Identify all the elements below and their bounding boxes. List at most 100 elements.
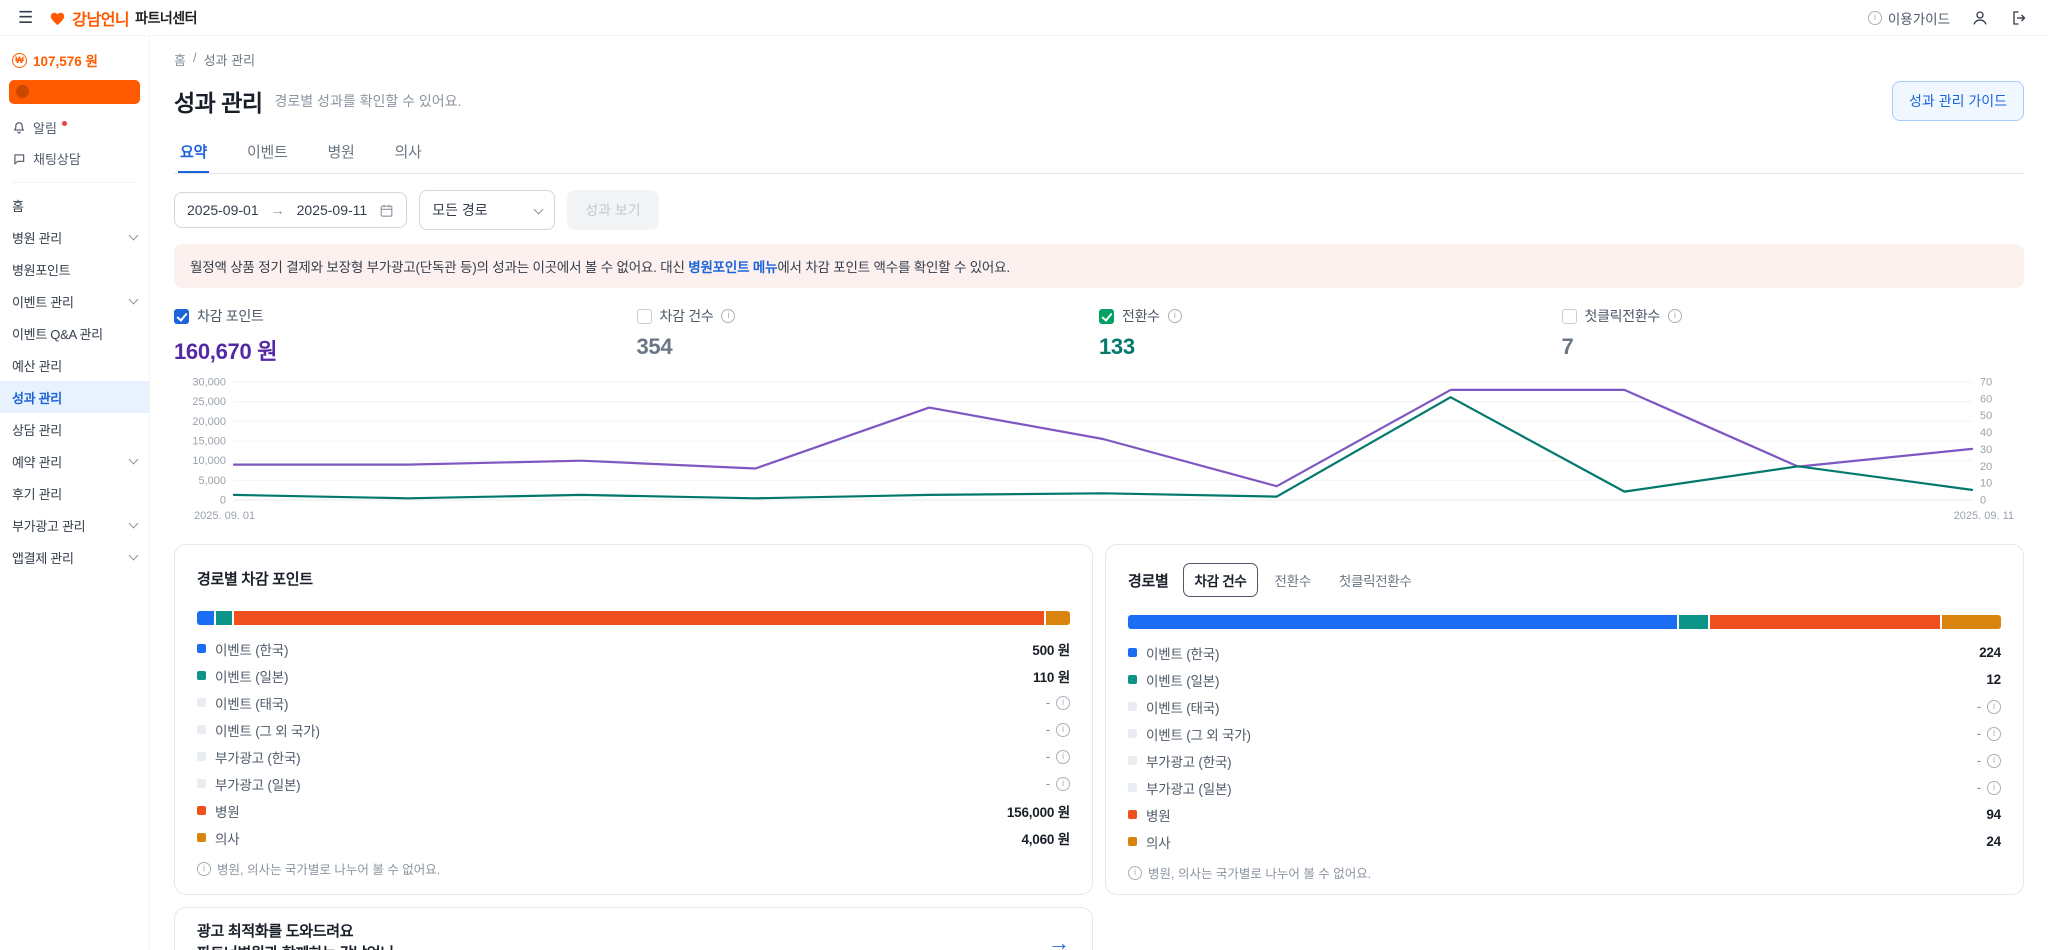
- performance-guide-button[interactable]: 성과 관리 가이드: [1892, 81, 2024, 121]
- info-icon[interactable]: [1167, 309, 1182, 323]
- chevron-down-icon: [128, 454, 139, 465]
- legend-value: 110 원: [1033, 666, 1070, 686]
- legend-marker: [197, 779, 206, 788]
- legend-value-text: -: [1045, 722, 1051, 737]
- info-icon: [1128, 865, 1142, 880]
- logout-icon[interactable]: [2010, 8, 2030, 28]
- usage-guide-label: 이용가이드: [1887, 11, 1950, 27]
- metric-label: 전환수: [1122, 308, 1160, 324]
- metric-toggle-group: 차감 건수 전환수 첫클릭전환수: [1182, 563, 1424, 597]
- info-icon[interactable]: [1987, 753, 2001, 768]
- legend-value: 224: [1979, 645, 2001, 660]
- svg-text:20: 20: [1980, 461, 1992, 473]
- legend-value: -: [1977, 753, 2001, 768]
- hospital-points-menu-link[interactable]: 병원포인트 메뉴: [688, 260, 778, 275]
- svg-text:10,000: 10,000: [192, 455, 226, 467]
- metric-value: 133: [1099, 334, 1135, 359]
- sidebar-promo-banner[interactable]: [9, 80, 140, 104]
- legend-value-text: -: [1045, 749, 1051, 764]
- legend-row-event-th: 이벤트 (태국) -: [1128, 693, 2001, 720]
- sidebar-item-alerts[interactable]: 알림: [0, 112, 149, 143]
- tab-event[interactable]: 이벤트: [245, 141, 290, 173]
- legend-value: -: [1977, 780, 2001, 795]
- sidebar-item-event-management[interactable]: 이벤트 관리: [0, 285, 149, 317]
- logo[interactable]: 강남언니 파트너센터: [49, 6, 198, 30]
- info-icon[interactable]: [1056, 722, 1070, 737]
- profile-icon[interactable]: [1970, 8, 1990, 28]
- sidebar-item-reservation-management[interactable]: 예약 관리: [0, 445, 149, 477]
- path-select[interactable]: 모든 경로: [419, 190, 556, 230]
- path-cards: 경로별 차감 포인트 이벤트 (한국) 500 원 이벤트 (일본) 110 원 이벤트 …: [174, 544, 2024, 895]
- card-footer: 병원, 의사는 국가별로 나누어 볼 수 없어요.: [197, 859, 1070, 878]
- sidebar-item-hospital-points[interactable]: 병원포인트: [0, 253, 149, 285]
- topbar: ☰ 강남언니 파트너센터 이용가이드: [0, 0, 2048, 36]
- sidebar-item-event-qna[interactable]: 이벤트 Q&A 관리: [0, 317, 149, 349]
- info-icon[interactable]: [1987, 726, 2001, 741]
- sidebar-item-label: 이벤트 Q&A 관리: [12, 326, 103, 342]
- info-icon[interactable]: [1987, 780, 2001, 795]
- svg-text:70: 70: [1980, 377, 1992, 389]
- legend-row-extra-ad-kr: 부가광고 (한국) -: [1128, 747, 2001, 774]
- notice-text-after: 에서 차감 포인트 액수를 확인할 수 있어요.: [777, 260, 1010, 275]
- tab-hospital[interactable]: 병원: [326, 141, 357, 173]
- path-select-value: 모든 경로: [432, 202, 488, 218]
- legend-label: 이벤트 (태국): [215, 696, 289, 712]
- svg-text:5,000: 5,000: [198, 475, 226, 487]
- tab-summary[interactable]: 요약: [178, 141, 209, 173]
- sidebar-item-extra-ad-management[interactable]: 부가광고 관리: [0, 509, 149, 541]
- legend-value-text: -: [1045, 695, 1051, 710]
- info-icon[interactable]: [1987, 699, 2001, 714]
- metric-label: 차감 포인트: [197, 308, 264, 324]
- card-footer-note: 병원, 의사는 국가별로 나누어 볼 수 없어요.: [217, 863, 441, 877]
- info-icon[interactable]: [1056, 695, 1070, 710]
- sidebar-item-chat[interactable]: 채팅상담: [0, 143, 149, 174]
- sidebar-item-performance-management[interactable]: 성과 관리: [0, 381, 149, 413]
- legend-value-text: -: [1976, 726, 1982, 741]
- toggle-deduct-count[interactable]: 차감 건수: [1182, 563, 1259, 597]
- breadcrumb-home[interactable]: 홈: [174, 53, 186, 68]
- checkbox-deduct-count[interactable]: [636, 308, 652, 324]
- sidebar-item-label: 상담 관리: [12, 422, 62, 438]
- legend-marker: [1128, 837, 1137, 846]
- sidebar-item-label: 병원 관리: [12, 230, 62, 246]
- point-balance[interactable]: ₩ 107,576 원: [0, 46, 149, 76]
- tab-doctor[interactable]: 의사: [393, 141, 424, 173]
- info-icon[interactable]: [1667, 309, 1682, 323]
- sidebar-item-hospital-management[interactable]: 병원 관리: [0, 221, 149, 253]
- sidebar-item-consult-management[interactable]: 상담 관리: [0, 413, 149, 445]
- view-performance-button[interactable]: 성과 보기: [567, 190, 659, 230]
- notice-banner: 월정액 상품 정기 결제와 보장형 부가광고(단독관 등)의 성과는 이곳에서 …: [174, 244, 2024, 288]
- metric-value: 7: [1561, 334, 1574, 359]
- sidebar-item-app-payment-management[interactable]: 앱결제 관리: [0, 541, 149, 573]
- legend-label: 부가광고 (일본): [1146, 781, 1232, 797]
- legend-marker: [1128, 675, 1137, 684]
- info-icon[interactable]: [1056, 776, 1070, 791]
- legend-value-text: -: [1976, 780, 1982, 795]
- sidebar-item-home[interactable]: 홈: [0, 189, 149, 221]
- promo-banner[interactable]: 광고 최적화를 도와드려요 파트너병원과 함께하는 강남언니 →: [174, 907, 1093, 950]
- legend-row-extra-ad-jp: 부가광고 (일본) -: [1128, 774, 2001, 801]
- info-icon[interactable]: [1056, 749, 1070, 764]
- card-title: 경로별 차감 포인트: [197, 570, 313, 588]
- svg-text:30: 30: [1980, 444, 1992, 456]
- legend-value: 94: [1986, 807, 2001, 822]
- info-icon: [197, 861, 211, 876]
- sidebar-item-budget-management[interactable]: 예산 관리: [0, 349, 149, 381]
- usage-guide-link[interactable]: 이용가이드: [1867, 8, 1950, 28]
- stacked-bar: [1128, 615, 2001, 629]
- legend-label: 이벤트 (일본): [215, 669, 289, 685]
- checkbox-deduct-points[interactable]: [174, 308, 189, 324]
- info-icon[interactable]: [721, 309, 736, 323]
- checkbox-conversions[interactable]: [1099, 308, 1114, 324]
- checkbox-first-click-conversions[interactable]: [1561, 308, 1577, 324]
- legend-label: 의사: [1146, 835, 1171, 851]
- legend-value-text: 110 원: [1033, 669, 1070, 685]
- sidebar-item-review-management[interactable]: 후기 관리: [0, 477, 149, 509]
- toggle-conversions[interactable]: 전환수: [1262, 563, 1322, 597]
- date-range-input[interactable]: 2025-09-01 → 2025-09-11: [174, 192, 408, 228]
- toggle-first-click-conversions[interactable]: 첫클릭전환수: [1327, 563, 1424, 597]
- legend-value-text: -: [1045, 776, 1051, 791]
- hamburger-menu-icon[interactable]: ☰: [18, 8, 34, 27]
- legend-marker: [1128, 729, 1137, 738]
